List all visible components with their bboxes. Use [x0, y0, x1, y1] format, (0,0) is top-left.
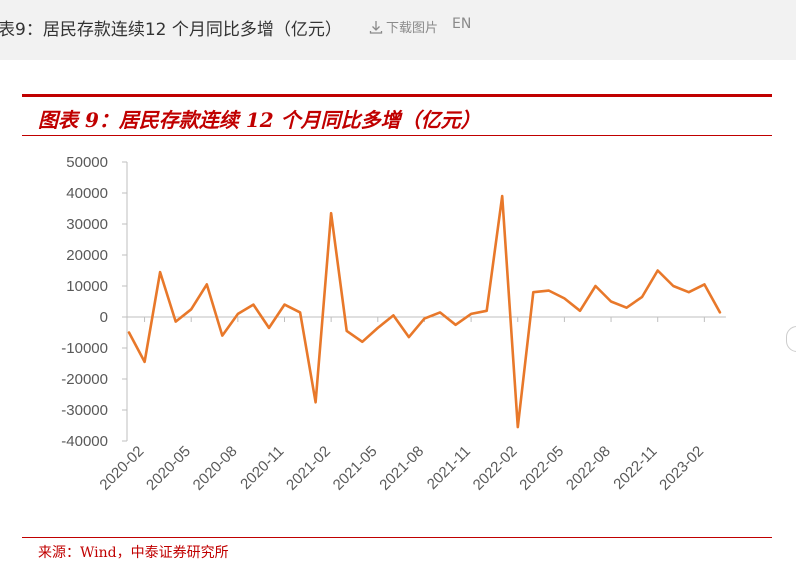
x-tick-label: 2022-05	[516, 443, 567, 494]
y-tick-label: -10000	[61, 340, 108, 357]
series-line	[127, 194, 722, 429]
y-tick-label: -40000	[61, 433, 108, 450]
y-tick-label: 40000	[66, 185, 108, 202]
chart-title: 图表 9：居民存款连续 12 个月同比多增（亿元）	[38, 108, 481, 132]
chart-source: 来源：Wind，中泰证券研究所	[38, 545, 229, 561]
x-tick-label: 2021-11	[424, 443, 474, 493]
y-tick-label: 30000	[66, 216, 108, 233]
title-bottom-rule	[22, 135, 772, 136]
title-top-rule	[22, 94, 772, 97]
language-toggle-en[interactable]: EN	[452, 16, 472, 32]
x-axis: 2020-022020-052020-082020-112021-022021-…	[96, 316, 726, 494]
y-tick-label: 0	[100, 309, 108, 326]
y-tick-label: 10000	[66, 278, 108, 295]
x-tick-label: 2021-02	[283, 443, 334, 494]
series-layer	[127, 194, 722, 429]
download-image-button[interactable]: 下载图片	[368, 17, 438, 36]
x-tick-label: 2020-05	[143, 443, 194, 494]
page-title: 表9：居民存款连续12 个月同比多增（亿元）	[0, 20, 342, 40]
x-tick-label: 2020-08	[190, 443, 241, 494]
x-tick-label: 2023-02	[656, 443, 707, 494]
y-tick-label: -30000	[61, 402, 108, 419]
download-label: 下载图片	[386, 21, 439, 36]
x-tick-label: 2022-11	[610, 443, 660, 493]
y-tick-label: 20000	[66, 247, 108, 264]
x-tick-label: 2022-08	[563, 443, 614, 494]
x-tick-label: 2020-02	[96, 443, 147, 494]
top-bar: 表9：居民存款连续12 个月同比多增（亿元） 下载图片 EN	[0, 0, 796, 60]
x-tick-label: 2021-05	[330, 443, 381, 494]
x-tick-label: 2021-08	[376, 443, 427, 494]
y-axis: 50000 40000 30000 20000 10000 0 -10000 -20000 -3…	[61, 154, 128, 450]
x-tick-label: 2020-11	[237, 443, 287, 493]
x-tick-label: 2022-02	[470, 443, 521, 494]
source-rule	[22, 537, 772, 538]
y-tick-label: 50000	[66, 154, 108, 171]
y-tick-label: -20000	[61, 371, 108, 388]
download-icon	[369, 20, 383, 34]
